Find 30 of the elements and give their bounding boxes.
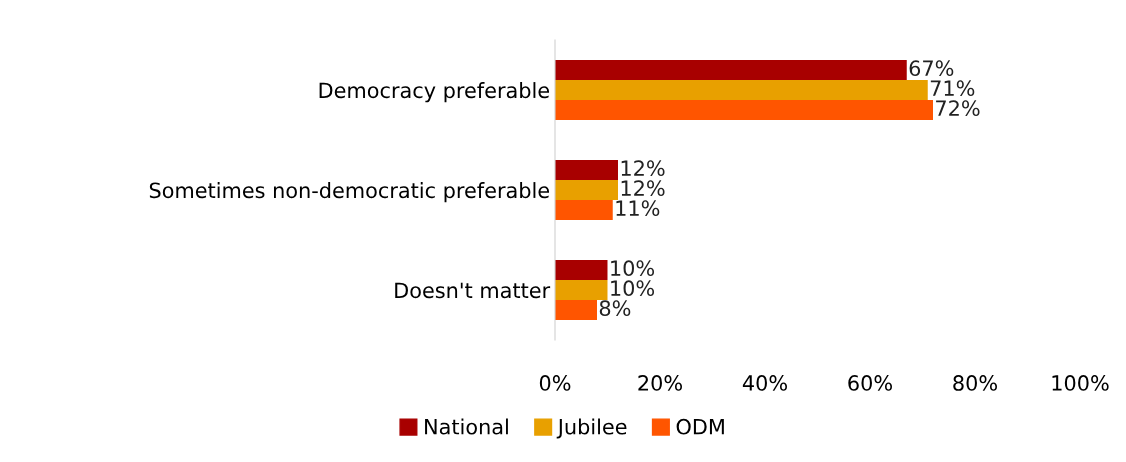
data-label: 10%: [611, 260, 655, 277]
bar: [555, 80, 928, 100]
bar: [555, 300, 597, 320]
data-label: 10%: [611, 280, 655, 297]
bar: [555, 180, 618, 200]
legend-label: ODM: [676, 418, 724, 435]
x-tick-label: 40%: [742, 375, 787, 391]
data-label: 12%: [621, 160, 665, 177]
data-label: 72%: [936, 100, 980, 117]
y-tick-label: Sometimes non-democratic preferable: [149, 182, 550, 203]
bar: [555, 280, 608, 300]
y-tick-label: Democracy preferable: [319, 82, 550, 103]
x-tick-label: 80%: [953, 375, 997, 391]
x-tick-label: 0%: [539, 375, 571, 391]
data-label: 8%: [599, 300, 631, 317]
x-tick-label: 20%: [638, 375, 682, 391]
data-label: 71%: [930, 80, 975, 97]
x-tick-label: 60%: [848, 375, 892, 391]
legend-label: Jubilee: [556, 418, 627, 439]
x-tick-label: 100%: [1052, 375, 1109, 391]
data-label: 67%: [909, 60, 954, 77]
legend-label: National: [425, 418, 508, 435]
bar: [555, 260, 608, 280]
bar: [555, 60, 907, 80]
data-label: 12%: [621, 180, 665, 197]
data-label: 11%: [616, 200, 660, 217]
y-tick-label: Doesn't matter: [395, 282, 551, 299]
bar: [555, 200, 613, 220]
bar: [555, 160, 618, 180]
bar: [555, 100, 933, 120]
